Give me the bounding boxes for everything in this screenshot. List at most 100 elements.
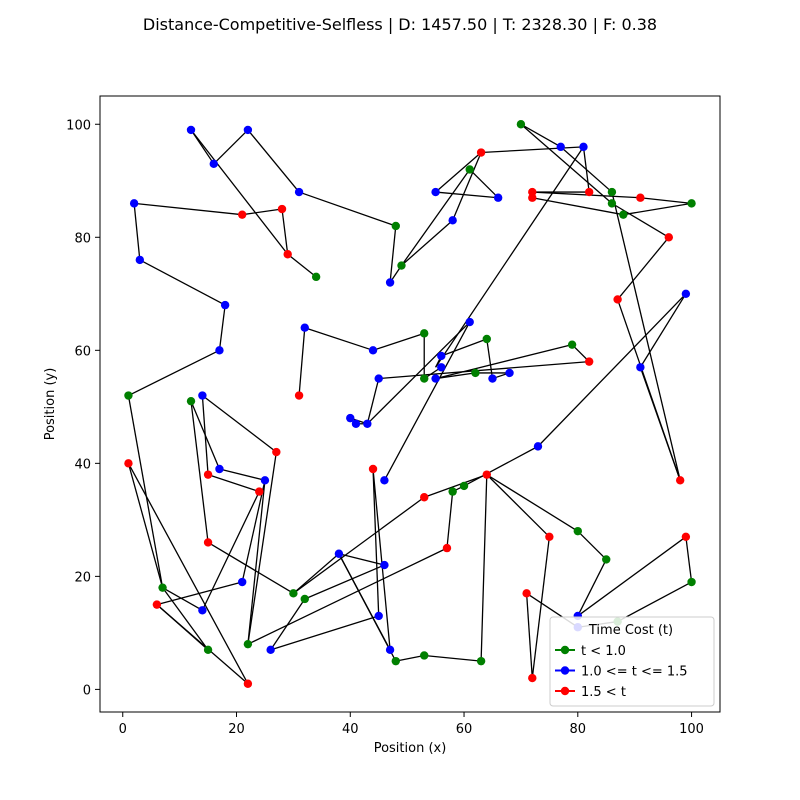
route-segment [162, 587, 209, 651]
data-point [579, 142, 588, 152]
route-segment [441, 338, 488, 357]
route-segment [207, 474, 260, 493]
route-segment [372, 468, 391, 650]
legend-label: 1.5 < t [581, 685, 626, 700]
data-point [619, 210, 628, 219]
data-point [351, 419, 361, 428]
data-points [124, 120, 696, 688]
route-segment [293, 496, 425, 594]
route-segment [435, 344, 573, 380]
data-point [437, 351, 446, 361]
route-segment [128, 349, 220, 397]
route-segment [338, 553, 385, 566]
data-point [272, 447, 281, 457]
data-point [283, 250, 292, 259]
route-segment [366, 321, 471, 425]
data-point [556, 142, 565, 152]
route-segment [520, 123, 613, 204]
data-point [602, 555, 611, 564]
y-tick-label: 40 [74, 457, 91, 472]
data-point [567, 340, 577, 349]
route-segment [127, 463, 249, 685]
data-point [363, 419, 372, 428]
data-point [198, 606, 207, 615]
route-segment [156, 581, 243, 606]
route-segment [423, 474, 488, 498]
data-point [522, 589, 531, 598]
data-point [209, 159, 218, 169]
data-point [482, 470, 491, 479]
y-tick-label: 0 [83, 683, 91, 698]
data-point [675, 476, 685, 485]
data-point [465, 317, 474, 327]
y-tick-label: 20 [74, 570, 91, 585]
data-point [311, 272, 321, 282]
data-point [158, 583, 167, 592]
route-segment [372, 332, 425, 351]
data-point [420, 493, 429, 502]
route-segment [304, 564, 385, 600]
data-point [488, 374, 497, 383]
data-point [448, 216, 457, 225]
legend-box [549, 616, 715, 707]
data-point [664, 233, 674, 242]
route-segment [531, 536, 551, 679]
legend-marker [560, 645, 570, 655]
data-point [681, 532, 691, 542]
x-tick-label: 40 [342, 722, 359, 737]
route-segment [378, 360, 590, 380]
route-segment [247, 451, 277, 645]
x-axis-ticks: 0 20 40 60 80 100 [119, 712, 704, 737]
route-segment [139, 259, 226, 306]
route-segment [298, 191, 396, 227]
route-segment [525, 593, 533, 679]
route-segments [127, 123, 693, 685]
data-point [300, 323, 309, 332]
data-point [391, 656, 400, 666]
route-segment [611, 202, 670, 238]
legend: Time Cost (t) t < 1.0 1.0 <= t <= 1.5 1.5 … [549, 616, 715, 707]
data-point [613, 295, 622, 304]
route-segment [389, 225, 397, 283]
data-point [266, 645, 275, 655]
route-segment [281, 208, 289, 255]
data-point [220, 300, 230, 310]
data-point [260, 476, 270, 485]
route-segment [247, 129, 300, 193]
data-point [687, 199, 696, 208]
data-point [420, 651, 429, 660]
route-segment [469, 169, 499, 199]
data-point [442, 543, 452, 553]
y-tick-label: 80 [74, 231, 91, 246]
route-segment [247, 547, 448, 645]
data-point [584, 357, 594, 366]
data-point [493, 193, 503, 202]
route-segment [383, 321, 471, 481]
y-tick-label: 100 [66, 118, 91, 133]
data-point [573, 526, 582, 536]
route-segment [617, 299, 681, 481]
route-segment [366, 378, 380, 424]
data-point [636, 363, 645, 372]
route-segment [623, 202, 692, 216]
data-point [391, 221, 400, 231]
route-segment [446, 491, 454, 549]
x-tick-label: 60 [456, 722, 473, 737]
route-segment [213, 129, 249, 165]
route-segment [372, 468, 380, 616]
data-point [636, 193, 645, 202]
route-segment [486, 474, 550, 538]
data-point [380, 560, 389, 570]
data-point [476, 148, 486, 157]
route-segment [685, 536, 693, 583]
route-segment [127, 395, 164, 588]
data-point [687, 577, 696, 587]
data-point [243, 679, 253, 688]
route-segment [241, 480, 266, 583]
data-point [482, 334, 491, 344]
route-segment [424, 654, 482, 662]
route-segment [577, 559, 607, 617]
data-point [385, 645, 395, 655]
route-segment [127, 463, 164, 588]
